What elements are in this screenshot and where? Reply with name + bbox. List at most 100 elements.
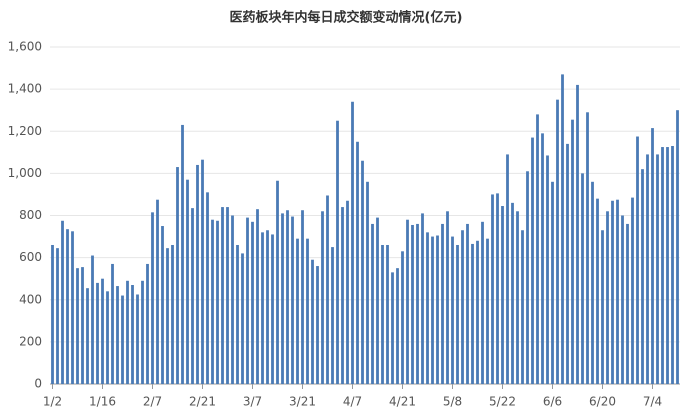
bar — [551, 181, 554, 384]
bar — [376, 217, 379, 384]
bar — [496, 193, 499, 384]
bar — [426, 232, 429, 384]
bar — [361, 160, 364, 384]
bar — [466, 223, 469, 384]
bar — [196, 164, 199, 384]
bar — [461, 230, 464, 384]
bar — [316, 266, 319, 384]
bar — [596, 198, 599, 384]
bar — [636, 136, 639, 384]
bar — [671, 145, 674, 384]
bar — [261, 232, 264, 384]
y-tick-label: 1,600 — [8, 40, 42, 54]
x-tick-label: 3/7 — [243, 395, 262, 409]
bar — [226, 207, 229, 384]
bar — [276, 180, 279, 384]
bar — [531, 137, 534, 384]
bar — [266, 230, 269, 384]
bar — [91, 255, 94, 384]
bar — [241, 253, 244, 384]
bar — [396, 268, 399, 384]
bar — [116, 286, 119, 384]
bar — [391, 272, 394, 384]
bar — [156, 199, 159, 384]
bar — [516, 211, 519, 384]
bar — [136, 294, 139, 384]
bar — [641, 169, 644, 384]
bar — [146, 263, 149, 384]
bar — [256, 209, 259, 384]
bar — [231, 215, 234, 384]
bar — [661, 147, 664, 384]
bar — [666, 147, 669, 384]
x-tick-label: 2/7 — [143, 395, 162, 409]
bar — [281, 213, 284, 384]
bar — [101, 278, 104, 384]
x-tick-label: 7/4 — [643, 395, 662, 409]
bar — [336, 120, 339, 384]
bar — [106, 291, 109, 384]
bar — [386, 244, 389, 384]
bar — [296, 238, 299, 384]
bar — [371, 223, 374, 384]
bar — [351, 101, 354, 384]
bar — [251, 221, 254, 384]
bar — [556, 99, 559, 384]
bar — [206, 192, 209, 384]
bar — [476, 240, 479, 384]
x-tick-label: 6/20 — [589, 395, 616, 409]
bar — [286, 210, 289, 384]
bar — [656, 154, 659, 384]
y-tick-label: 200 — [19, 334, 42, 348]
bar — [566, 143, 569, 384]
bar — [471, 243, 474, 384]
x-tick-label: 3/21 — [289, 395, 316, 409]
bar — [201, 159, 204, 384]
y-tick-label: 1,200 — [8, 124, 42, 138]
bar — [651, 128, 654, 384]
bar — [536, 114, 539, 385]
bar — [601, 230, 604, 384]
bar — [506, 154, 509, 384]
bar — [541, 133, 544, 384]
bar — [86, 288, 89, 384]
bar — [166, 248, 169, 384]
bar — [416, 223, 419, 384]
bar — [246, 217, 249, 384]
bar — [421, 213, 424, 384]
bar — [186, 179, 189, 384]
bar — [406, 219, 409, 384]
bar — [141, 280, 144, 384]
bar — [441, 223, 444, 384]
bar — [451, 236, 454, 384]
bar — [401, 251, 404, 384]
bar — [381, 244, 384, 384]
bar — [621, 215, 624, 384]
x-tick-label: 4/7 — [343, 395, 362, 409]
bar — [176, 167, 179, 384]
bar — [326, 195, 329, 384]
bar — [306, 238, 309, 384]
y-tick-label: 600 — [19, 250, 42, 264]
bar — [121, 295, 124, 384]
bar — [561, 74, 564, 384]
y-tick-label: 1,400 — [8, 82, 42, 96]
x-tick-label: 5/8 — [443, 395, 462, 409]
bar — [581, 173, 584, 384]
bar — [511, 202, 514, 384]
bar — [71, 231, 74, 384]
bar — [211, 219, 214, 384]
bar — [56, 248, 59, 384]
x-tick-label: 1/2 — [43, 395, 62, 409]
bar — [481, 221, 484, 384]
bar — [676, 110, 679, 384]
bar — [646, 154, 649, 384]
x-tick-label: 2/21 — [189, 395, 216, 409]
bar — [546, 155, 549, 384]
bar — [366, 181, 369, 384]
bar — [301, 210, 304, 384]
bar — [271, 234, 274, 384]
bar — [221, 207, 224, 384]
bar — [236, 244, 239, 384]
bar — [321, 211, 324, 384]
